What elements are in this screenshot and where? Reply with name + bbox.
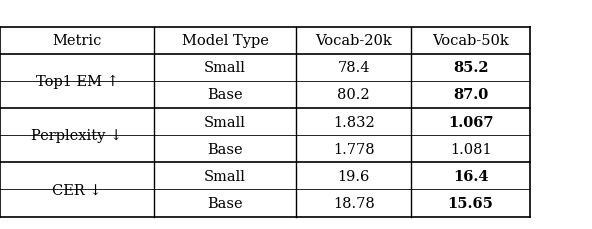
- Text: Small: Small: [204, 169, 246, 183]
- Text: 1.778: 1.778: [333, 142, 375, 156]
- Text: 78.4: 78.4: [337, 61, 370, 75]
- Text: Vocab-50k: Vocab-50k: [432, 34, 509, 48]
- Text: 1.067: 1.067: [448, 115, 493, 129]
- Text: Base: Base: [207, 196, 243, 210]
- Text: 80.2: 80.2: [337, 88, 370, 102]
- Text: Perplexity ↓: Perplexity ↓: [31, 129, 123, 142]
- Text: Small: Small: [204, 115, 246, 129]
- Text: Small: Small: [204, 61, 246, 75]
- Text: Vocab-20k: Vocab-20k: [316, 34, 392, 48]
- Text: Metric: Metric: [52, 34, 102, 48]
- Text: 16.4: 16.4: [453, 169, 488, 183]
- Text: Base: Base: [207, 88, 243, 102]
- Text: 87.0: 87.0: [453, 88, 488, 102]
- Text: Top1 EM ↑: Top1 EM ↑: [36, 74, 118, 89]
- Text: 1.081: 1.081: [450, 142, 491, 156]
- Text: 15.65: 15.65: [448, 196, 494, 210]
- Text: CER ↓: CER ↓: [52, 183, 102, 196]
- Text: 19.6: 19.6: [337, 169, 370, 183]
- Text: 1.832: 1.832: [333, 115, 375, 129]
- Text: Base: Base: [207, 142, 243, 156]
- Text: 18.78: 18.78: [333, 196, 375, 210]
- Text: Model Type: Model Type: [182, 34, 268, 48]
- Text: 85.2: 85.2: [453, 61, 488, 75]
